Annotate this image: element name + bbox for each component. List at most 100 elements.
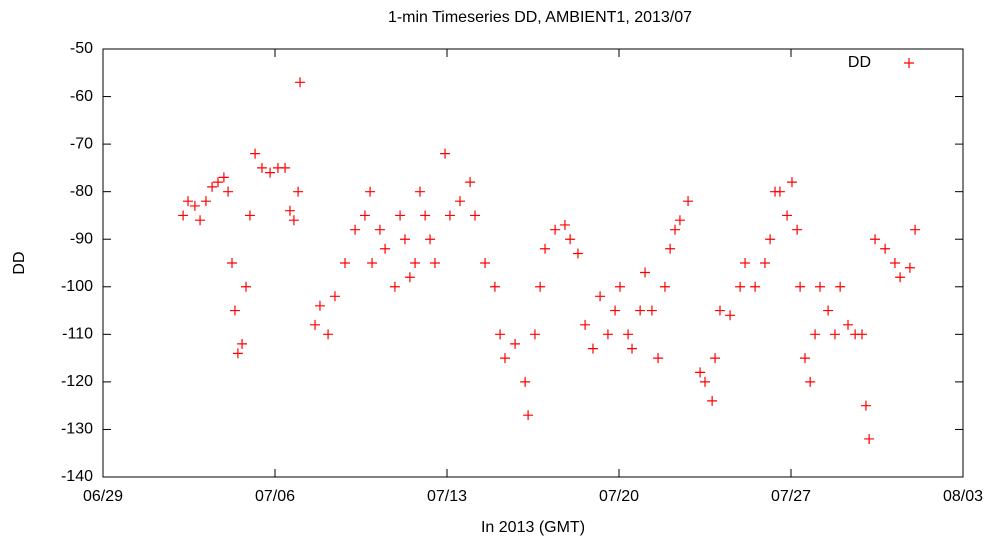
point xyxy=(895,272,906,283)
point xyxy=(410,258,421,268)
point xyxy=(750,281,761,292)
point xyxy=(870,234,881,245)
point xyxy=(470,210,481,221)
point xyxy=(265,167,276,178)
chart-title: 1-min Timeseries DD, AMBIENT1, 2013/07 xyxy=(388,9,692,26)
point xyxy=(229,305,240,316)
y-tick-label: -130 xyxy=(61,421,93,438)
point xyxy=(523,410,534,421)
point xyxy=(420,210,431,221)
y-tick-label: -80 xyxy=(70,183,93,200)
point xyxy=(800,353,811,364)
point xyxy=(232,348,243,359)
point xyxy=(380,243,391,254)
point xyxy=(218,172,229,183)
point xyxy=(465,177,476,188)
point xyxy=(635,305,646,316)
point xyxy=(250,148,261,159)
point xyxy=(665,243,676,254)
point xyxy=(495,329,506,340)
point xyxy=(623,329,634,340)
point xyxy=(843,319,854,330)
point xyxy=(227,258,237,268)
point xyxy=(674,215,685,226)
point xyxy=(444,210,455,221)
point xyxy=(735,281,746,292)
point xyxy=(212,177,223,188)
point xyxy=(700,376,710,387)
point xyxy=(695,367,706,378)
point xyxy=(610,305,621,316)
point xyxy=(786,177,797,188)
point xyxy=(520,376,531,387)
y-tick-label: -50 xyxy=(70,40,93,57)
point xyxy=(550,224,561,235)
point xyxy=(864,433,875,444)
point xyxy=(823,305,834,316)
point xyxy=(365,186,376,197)
point xyxy=(774,186,785,197)
point xyxy=(540,243,551,254)
point xyxy=(237,338,248,349)
point xyxy=(350,224,361,235)
point xyxy=(805,376,816,387)
x-tick-label: 07/27 xyxy=(771,488,811,505)
y-tick-label: -110 xyxy=(62,326,93,343)
point xyxy=(683,196,694,207)
y-tick-label: -100 xyxy=(61,278,93,295)
point xyxy=(614,281,625,292)
point xyxy=(765,234,776,245)
y-tick-label: -120 xyxy=(61,373,93,390)
point xyxy=(659,281,670,292)
x-tick-label: 06/29 xyxy=(83,488,123,505)
point xyxy=(587,343,598,354)
point xyxy=(670,224,681,235)
point xyxy=(889,258,900,268)
point xyxy=(602,329,613,340)
point xyxy=(489,281,500,292)
y-axis-label: DD xyxy=(11,251,28,274)
point xyxy=(759,258,770,268)
point xyxy=(572,248,583,259)
point xyxy=(293,186,304,197)
point xyxy=(627,343,638,354)
x-tick-label: 07/13 xyxy=(427,488,467,505)
point xyxy=(910,224,921,235)
point xyxy=(183,196,194,207)
point xyxy=(310,319,321,330)
point xyxy=(440,148,451,159)
point xyxy=(399,234,410,245)
y-tick-label: -70 xyxy=(70,135,93,152)
point xyxy=(792,224,803,235)
x-tick-label: 07/20 xyxy=(599,488,639,505)
point xyxy=(810,329,821,340)
y-tick-label: -60 xyxy=(70,88,93,105)
point xyxy=(223,186,234,197)
point xyxy=(207,181,218,192)
point xyxy=(329,291,340,302)
point xyxy=(580,319,591,330)
point xyxy=(510,338,521,349)
legend-label: DD xyxy=(848,54,871,71)
point xyxy=(425,234,436,245)
point xyxy=(414,186,425,197)
point xyxy=(480,258,491,268)
point xyxy=(646,305,657,316)
point xyxy=(499,353,510,364)
point xyxy=(829,329,840,340)
plot-frame xyxy=(102,48,964,478)
y-tick-label: -90 xyxy=(70,230,93,247)
point xyxy=(284,205,295,216)
point xyxy=(904,262,915,273)
point xyxy=(280,162,291,173)
point xyxy=(814,281,825,292)
point xyxy=(640,267,651,278)
point xyxy=(529,329,540,340)
point xyxy=(340,258,351,268)
point xyxy=(725,310,736,321)
point xyxy=(857,329,868,340)
point xyxy=(404,272,415,283)
point xyxy=(535,281,546,292)
point xyxy=(389,281,400,292)
point xyxy=(323,329,334,340)
